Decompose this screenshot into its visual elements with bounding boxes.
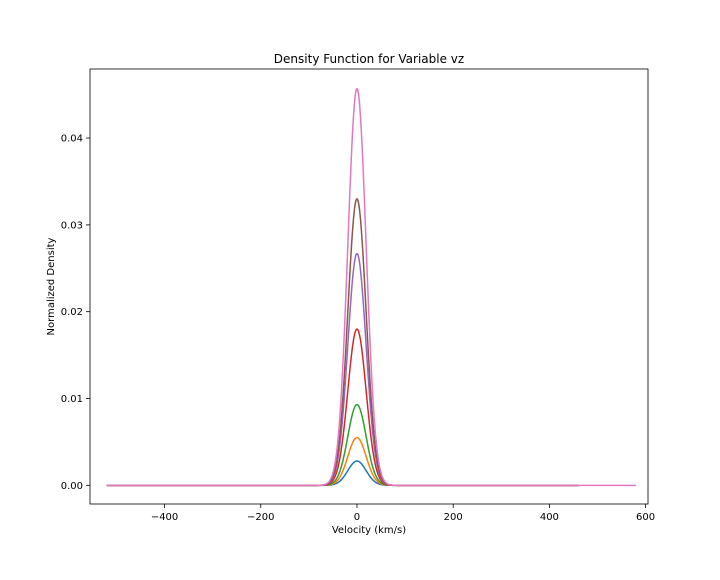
chart-title: Density Function for Variable vz: [274, 52, 464, 66]
series-layer: [106, 87, 636, 487]
x-tick-label: 0: [354, 512, 360, 523]
x-tick-label: 400: [540, 512, 559, 523]
y-tick-label: 0.00: [61, 481, 83, 492]
axes-background: [90, 69, 648, 504]
plot-area: [89, 68, 649, 505]
y-axis-ticks: 0.00 0.01 0.02 0.03 0.04: [61, 134, 90, 492]
x-axis-label: Velocity (km/s): [332, 525, 406, 536]
x-tick-label: 200: [444, 512, 463, 523]
y-tick-label: 0.01: [61, 394, 83, 405]
y-tick-label: 0.03: [61, 220, 83, 231]
y-axis-label: Normalized Density: [46, 237, 57, 335]
x-tick-label: 600: [636, 512, 655, 523]
axes-frame: [89, 68, 649, 505]
y-tick-label: 0.04: [61, 134, 83, 145]
x-tick-label: −400: [151, 512, 178, 523]
y-tick-label: 0.02: [61, 307, 83, 318]
x-axis-ticks: −400 −200 0 200 400 600: [151, 504, 655, 523]
x-tick-label: −200: [247, 512, 274, 523]
series-line-7: [106, 87, 636, 487]
